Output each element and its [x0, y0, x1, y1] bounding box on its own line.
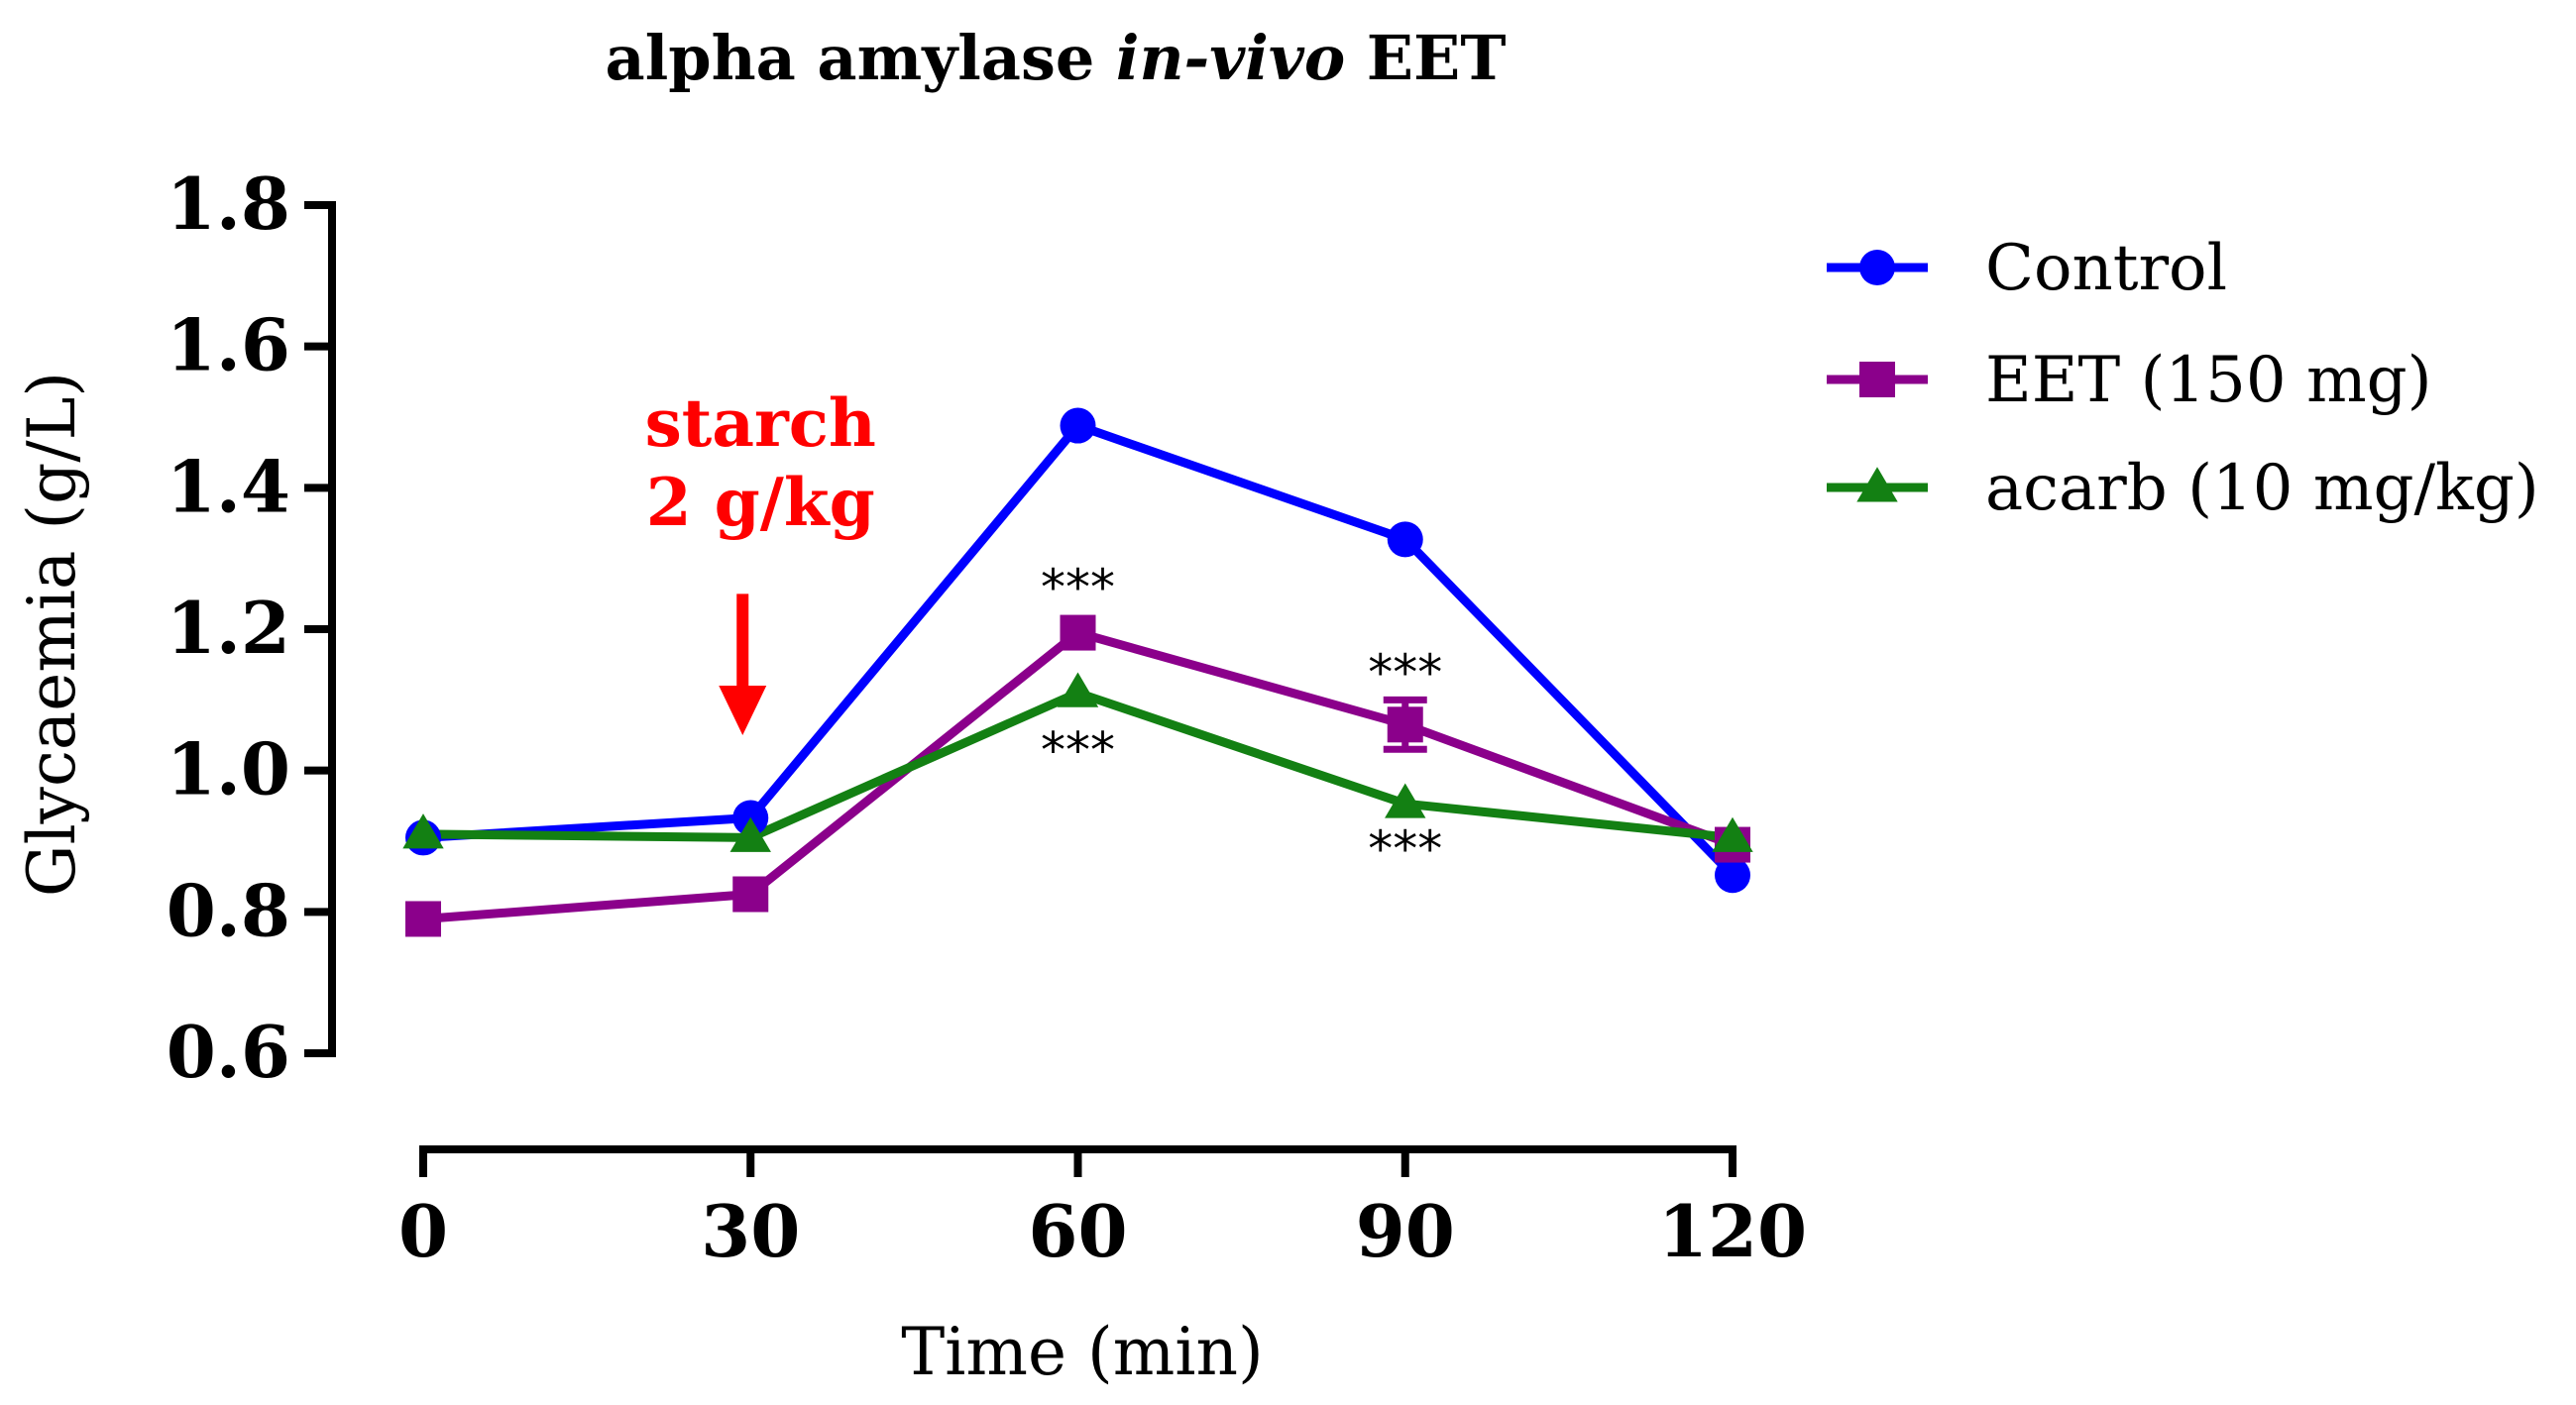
data-point-1-1 — [732, 876, 769, 913]
legend-marker-0 — [1859, 250, 1895, 285]
callout-arrow-head — [719, 686, 767, 735]
chart-title: alpha amylase in-vivo EET — [606, 22, 1507, 94]
x-axis-label: Time (min) — [901, 1314, 1263, 1390]
legend-label-0: Control — [1985, 232, 2227, 305]
data-point-2-3 — [1385, 783, 1426, 818]
legend: Control EET (150 mg) acarb (10 mg/kg) — [1827, 232, 2539, 525]
x-tick-label: 0 — [398, 1189, 448, 1273]
data-point-1-2 — [1060, 614, 1096, 651]
x-tick-label: 60 — [1028, 1189, 1127, 1273]
callout-line1: starch — [645, 384, 876, 462]
data-point-2-2 — [1057, 672, 1099, 707]
series-markers — [402, 407, 1753, 937]
data-point-2-4 — [1712, 816, 1753, 852]
axes: 0.6 0.8 1.0 1.2 1.4 1.6 1.8 0 30 60 90 120 — [167, 162, 1807, 1273]
callout-line2: 2 g/kg — [646, 464, 875, 541]
significance-label: *** — [1368, 820, 1442, 878]
y-tick-label: 0.8 — [167, 868, 290, 952]
significance-label: *** — [1041, 559, 1115, 616]
y-tick-label: 1.6 — [167, 303, 290, 387]
y-tick-label: 1.4 — [167, 444, 290, 528]
x-tick-label: 30 — [701, 1189, 800, 1273]
x-tick-label: 90 — [1356, 1189, 1455, 1273]
data-point-0-3 — [1387, 521, 1423, 558]
data-point-1-0 — [405, 901, 441, 937]
data-point-2-1 — [729, 816, 771, 852]
legend-marker-2 — [1856, 467, 1898, 502]
annotations: *** *** *** *** — [1041, 559, 1442, 878]
y-tick-label: 1.2 — [167, 586, 290, 670]
significance-label: *** — [1368, 644, 1442, 702]
data-point-0-2 — [1060, 407, 1096, 444]
legend-label-2: acarb (10 mg/kg) — [1985, 452, 2539, 525]
x-tick-label: 120 — [1658, 1189, 1807, 1273]
y-tick-label: 1.8 — [167, 162, 290, 246]
significance-label: *** — [1041, 721, 1115, 779]
legend-marker-1 — [1859, 362, 1895, 397]
legend-label-1: EET (150 mg) — [1985, 344, 2432, 417]
data-point-0-4 — [1715, 857, 1750, 894]
y-tick-label: 1.0 — [167, 727, 290, 811]
y-axis-label: Glycaemia (g/L) — [14, 372, 90, 897]
data-point-1-3 — [1387, 706, 1423, 743]
y-tick-label: 0.6 — [167, 1010, 290, 1094]
data-point-2-0 — [402, 813, 444, 849]
